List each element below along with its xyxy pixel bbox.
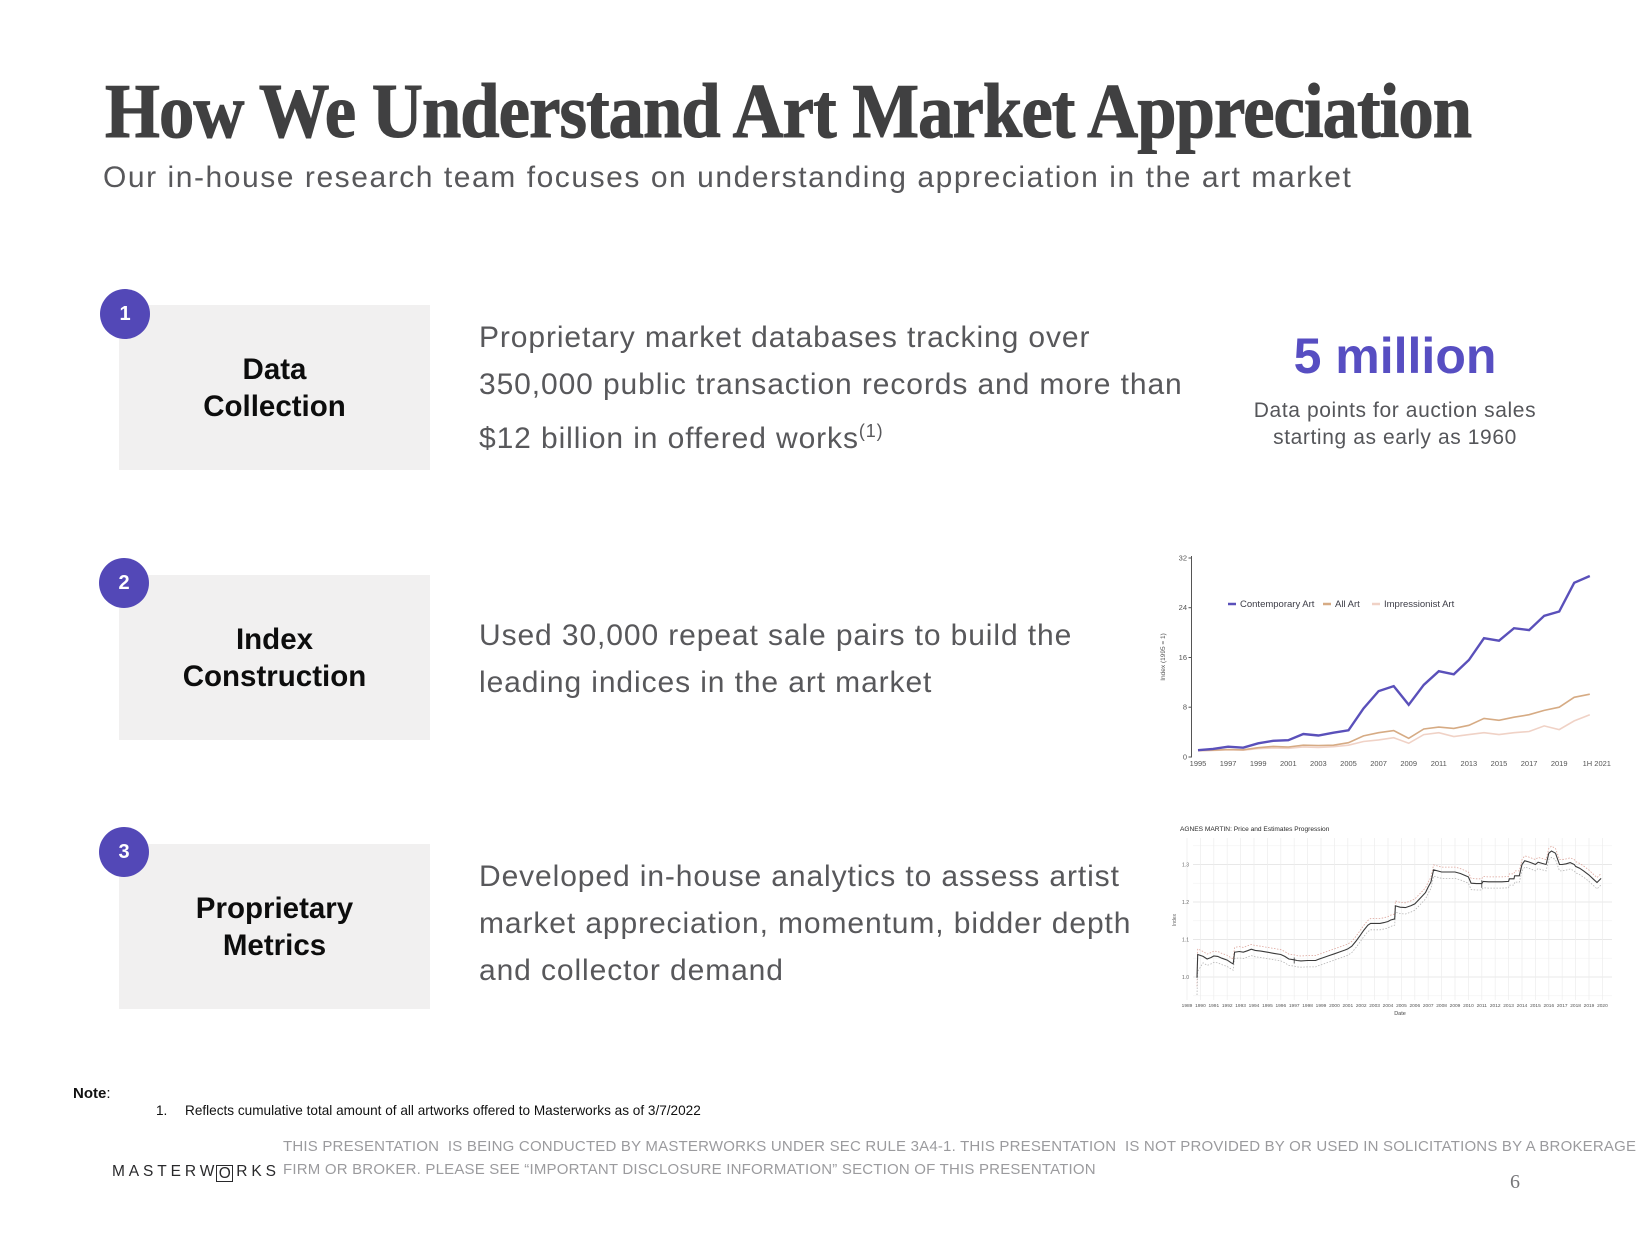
svg-text:2013: 2013 <box>1461 759 1478 768</box>
svg-text:32: 32 <box>1179 554 1187 563</box>
svg-text:16: 16 <box>1179 653 1187 662</box>
svg-text:2001: 2001 <box>1280 759 1297 768</box>
svg-text:1H 2021: 1H 2021 <box>1583 759 1611 768</box>
svg-text:2009: 2009 <box>1400 759 1417 768</box>
svg-text:AGNES MARTIN: Price and Estima: AGNES MARTIN: Price and Estimates Progre… <box>1180 826 1330 833</box>
svg-text:2019: 2019 <box>1551 759 1568 768</box>
svg-text:2002: 2002 <box>1356 1003 1367 1009</box>
svg-text:2003: 2003 <box>1310 759 1327 768</box>
svg-text:2016: 2016 <box>1543 1003 1554 1009</box>
svg-text:1994: 1994 <box>1249 1003 1260 1009</box>
svg-text:2007: 2007 <box>1370 759 1387 768</box>
svg-text:0: 0 <box>1183 753 1187 762</box>
svg-text:1995: 1995 <box>1262 1003 1273 1009</box>
svg-text:2007: 2007 <box>1423 1003 1434 1009</box>
svg-text:1.3: 1.3 <box>1182 862 1189 868</box>
svg-text:Impressionist Art: Impressionist Art <box>1384 599 1455 610</box>
svg-text:1989: 1989 <box>1182 1003 1193 1009</box>
svg-text:1996: 1996 <box>1275 1003 1286 1009</box>
svg-text:Index: Index <box>1172 913 1178 926</box>
svg-text:2018: 2018 <box>1570 1003 1581 1009</box>
svg-text:2017: 2017 <box>1557 1003 1568 1009</box>
svg-text:2011: 2011 <box>1477 1003 1488 1009</box>
svg-text:2005: 2005 <box>1396 1003 1407 1009</box>
svg-text:1992: 1992 <box>1222 1003 1233 1009</box>
svg-text:1993: 1993 <box>1235 1003 1246 1009</box>
svg-text:2011: 2011 <box>1431 759 1447 768</box>
svg-text:2005: 2005 <box>1340 759 1357 768</box>
svg-text:1997: 1997 <box>1289 1003 1300 1009</box>
svg-text:2015: 2015 <box>1530 1003 1541 1009</box>
svg-text:2020: 2020 <box>1597 1003 1608 1009</box>
svg-text:2003: 2003 <box>1369 1003 1380 1009</box>
svg-text:2013: 2013 <box>1503 1003 1514 1009</box>
svg-text:Contemporary Art: Contemporary Art <box>1240 599 1315 610</box>
svg-text:2010: 2010 <box>1463 1003 1474 1009</box>
svg-text:2000: 2000 <box>1329 1003 1340 1009</box>
svg-text:2004: 2004 <box>1383 1003 1394 1009</box>
svg-text:2015: 2015 <box>1491 759 1508 768</box>
svg-text:2017: 2017 <box>1521 759 1538 768</box>
svg-text:2006: 2006 <box>1409 1003 1420 1009</box>
svg-text:24: 24 <box>1179 603 1187 612</box>
svg-text:1991: 1991 <box>1208 1003 1219 1009</box>
svg-text:2019: 2019 <box>1584 1003 1595 1009</box>
svg-text:1.2: 1.2 <box>1182 900 1189 906</box>
svg-text:1997: 1997 <box>1220 759 1237 768</box>
svg-text:1.1: 1.1 <box>1182 937 1189 943</box>
svg-text:2014: 2014 <box>1517 1003 1528 1009</box>
svg-text:2008: 2008 <box>1436 1003 1447 1009</box>
svg-text:All Art: All Art <box>1335 599 1360 610</box>
svg-text:1990: 1990 <box>1195 1003 1206 1009</box>
svg-text:2012: 2012 <box>1490 1003 1501 1009</box>
svg-text:Index (1995 = 1): Index (1995 = 1) <box>1160 633 1167 681</box>
svg-text:2009: 2009 <box>1450 1003 1461 1009</box>
svg-text:1995: 1995 <box>1190 759 1207 768</box>
svg-text:Date: Date <box>1394 1011 1406 1017</box>
svg-text:1.0: 1.0 <box>1182 975 1189 981</box>
svg-text:1999: 1999 <box>1250 759 1267 768</box>
svg-text:1998: 1998 <box>1302 1003 1313 1009</box>
svg-text:8: 8 <box>1183 703 1187 712</box>
svg-text:1999: 1999 <box>1316 1003 1327 1009</box>
svg-text:2001: 2001 <box>1342 1003 1353 1009</box>
